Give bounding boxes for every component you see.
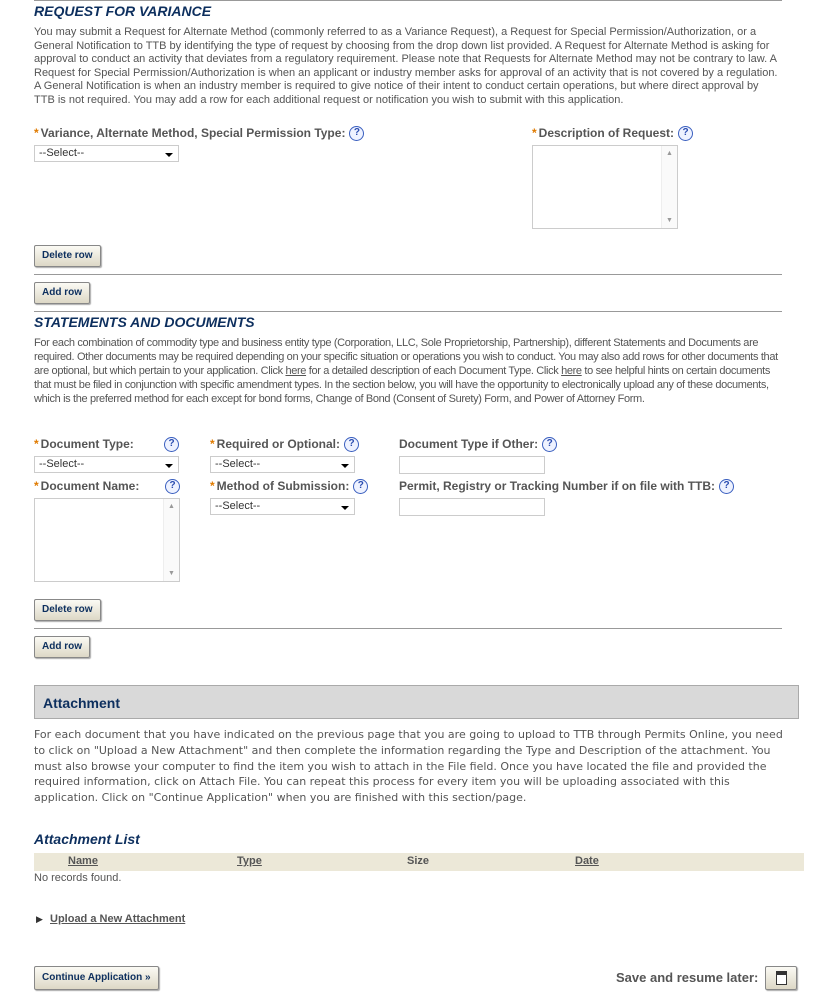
variance-description: You may submit a Request for Alternate M… — [34, 26, 778, 106]
statements-title: STATEMENTS AND DOCUMENTS — [34, 314, 255, 330]
statements-description: For each combination of commodity type a… — [34, 337, 778, 405]
attachment-description: For each document that you have indicate… — [34, 728, 783, 805]
save-button[interactable] — [765, 966, 797, 990]
triangle-right-icon: ▶ — [36, 914, 43, 924]
permit-number-label: Permit, Registry or Tracking Number if o… — [399, 479, 735, 495]
attachment-table-header: Name Type Size Date — [34, 853, 804, 871]
help-icon[interactable]: ? — [164, 437, 179, 452]
attachment-list-title: Attachment List — [34, 831, 140, 847]
statements-add-row-button[interactable]: Add row — [34, 636, 90, 658]
divider — [34, 311, 782, 312]
method-of-submission-label: * Method of Submission:? — [210, 479, 369, 495]
help-icon[interactable]: ? — [344, 437, 360, 453]
divider — [34, 274, 782, 275]
document-type-help-link[interactable]: here — [285, 365, 307, 377]
scrollbar[interactable]: ▲ ▼ — [661, 146, 677, 228]
variance-type-label: * Variance, Alternate Method, Special Per… — [34, 126, 365, 142]
continue-application-button[interactable]: Continue Application » — [34, 966, 159, 990]
column-date[interactable]: Date — [575, 855, 599, 867]
no-records-text: No records found. — [34, 872, 122, 884]
document-name-label: * Document Name: — [34, 479, 140, 493]
document-type-select[interactable]: --Select-- — [34, 456, 179, 473]
statements-delete-row-button[interactable]: Delete row — [34, 599, 101, 621]
save-icon — [776, 971, 787, 985]
document-type-label: * Document Type: — [34, 437, 134, 451]
description-textarea[interactable]: ▲ ▼ — [532, 145, 678, 229]
help-icon[interactable]: ? — [678, 126, 694, 142]
document-hints-link[interactable]: here — [561, 365, 582, 377]
scrollbar[interactable]: ▲ ▼ — [163, 499, 179, 581]
method-of-submission-select[interactable]: --Select-- — [210, 498, 355, 515]
permit-number-input[interactable] — [399, 498, 545, 516]
document-type-other-input[interactable] — [399, 456, 545, 474]
top-divider — [34, 0, 782, 1]
column-type[interactable]: Type — [237, 855, 262, 867]
required-optional-label: * Required or Optional:? — [210, 437, 360, 453]
document-type-other-label: Document Type if Other:? — [399, 437, 558, 453]
variance-type-select[interactable]: --Select-- — [34, 145, 179, 162]
divider — [34, 628, 782, 629]
column-size: Size — [407, 855, 430, 867]
upload-attachment-link[interactable]: Upload a New Attachment — [50, 913, 186, 925]
required-optional-select[interactable]: --Select-- — [210, 456, 355, 473]
help-icon[interactable]: ? — [349, 126, 365, 142]
help-icon[interactable]: ? — [719, 479, 735, 495]
column-name[interactable]: Name — [68, 855, 98, 867]
variance-title: REQUEST FOR VARIANCE — [34, 3, 212, 19]
document-name-textarea[interactable]: ▲ ▼ — [34, 498, 180, 582]
help-icon[interactable]: ? — [165, 479, 180, 494]
help-icon[interactable]: ? — [353, 479, 369, 495]
attachment-title: Attachment — [43, 695, 121, 711]
save-resume-label: Save and resume later: — [616, 970, 759, 985]
variance-add-row-button[interactable]: Add row — [34, 282, 90, 304]
description-label: * Description of Request:? — [532, 126, 694, 142]
variance-delete-row-button[interactable]: Delete row — [34, 245, 101, 267]
attachment-section-header: Attachment — [34, 685, 799, 719]
help-icon[interactable]: ? — [542, 437, 558, 453]
